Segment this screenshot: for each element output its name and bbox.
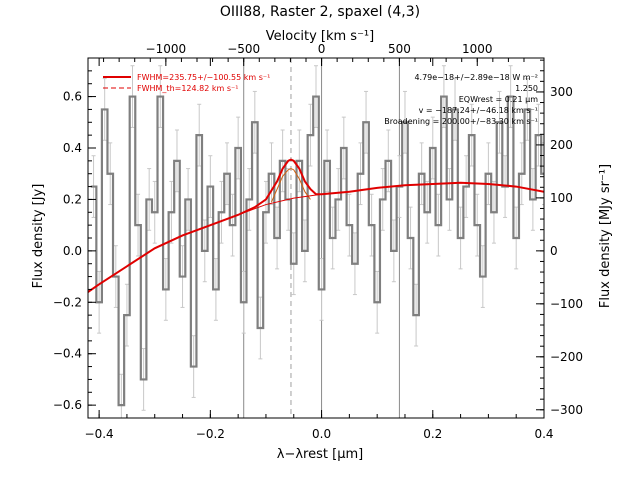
x-tick-label: −0.4 xyxy=(85,427,114,441)
right-tick-label: −200 xyxy=(550,350,583,364)
right-tick-label: −300 xyxy=(550,403,583,417)
y-tick-label: 0.6 xyxy=(63,90,82,104)
plot-area: −0.4 −0.2 0.0 0.2 0.4 −0.6 −0.4 −0.2 0.0 0.2 0.4 0.… xyxy=(53,42,583,441)
top-axis-label: Velocity [km s⁻¹] xyxy=(266,29,374,44)
y-axis-label: Flux density [Jy] xyxy=(31,184,46,289)
y-tick-label: −0.2 xyxy=(53,295,82,309)
top-tick-label: −1000 xyxy=(146,42,187,56)
gaussian-component xyxy=(271,168,311,203)
right-tick-label: 0 xyxy=(550,244,558,258)
chart-title: OIII88, Raster 2, spaxel (4,3) xyxy=(220,4,420,20)
right-axis-label: Flux density [MJy sr⁻¹] xyxy=(598,164,613,308)
top-tick-label: 1000 xyxy=(462,42,493,56)
legend: FWHM=235.75+/−100.55 km s⁻¹ FWHM_th=124.… xyxy=(103,73,270,93)
top-tick-label: 0 xyxy=(318,42,326,56)
y-tick-label: −0.4 xyxy=(53,347,82,361)
annotation-line-flux: 4.79e−18+/−2.89e−18 W m⁻² xyxy=(414,73,538,82)
spectrum-step xyxy=(90,95,544,407)
fit-annotations: 4.79e−18+/−2.89e−18 W m⁻² 1.250 EQWrest … xyxy=(384,73,538,126)
annotation-broadening: Broadening = 200.00+/−83.30 km s⁻¹ xyxy=(384,117,538,126)
annotation-eqw: EQWrest = 0.21 μm xyxy=(459,95,538,104)
legend-entry-fwhm: FWHM=235.75+/−100.55 km s⁻¹ xyxy=(137,73,270,82)
right-tick-label: −100 xyxy=(550,297,583,311)
top-tick-label: 500 xyxy=(388,42,411,56)
y-tick-label: 0.4 xyxy=(63,141,82,155)
right-tick-label: 200 xyxy=(550,138,573,152)
annotation-velocity: v = −187.24+/−46.18 km s⁻¹ xyxy=(419,106,538,115)
data-layer xyxy=(88,65,544,418)
right-tick-label: 300 xyxy=(550,85,573,99)
y-tick-label: 0.2 xyxy=(63,192,82,206)
y-tick-label: −0.6 xyxy=(53,398,82,412)
total-fit-curve xyxy=(88,158,544,293)
right-tick-label: 100 xyxy=(550,191,573,205)
annotation-ratio: 1.250 xyxy=(515,84,538,93)
x-tick-label: 0.2 xyxy=(423,427,442,441)
x-tick-label: 0.0 xyxy=(312,427,331,441)
x-tick-label: −0.2 xyxy=(196,427,225,441)
y-tick-label: 0.0 xyxy=(63,244,82,258)
legend-entry-fwhm-th: FWHM_th=124.82 km s⁻¹ xyxy=(137,84,238,93)
top-tick-label: −500 xyxy=(227,42,260,56)
x-axis-label: λ−λrest [μm] xyxy=(277,447,363,462)
x-tick-label: 0.4 xyxy=(534,427,553,441)
